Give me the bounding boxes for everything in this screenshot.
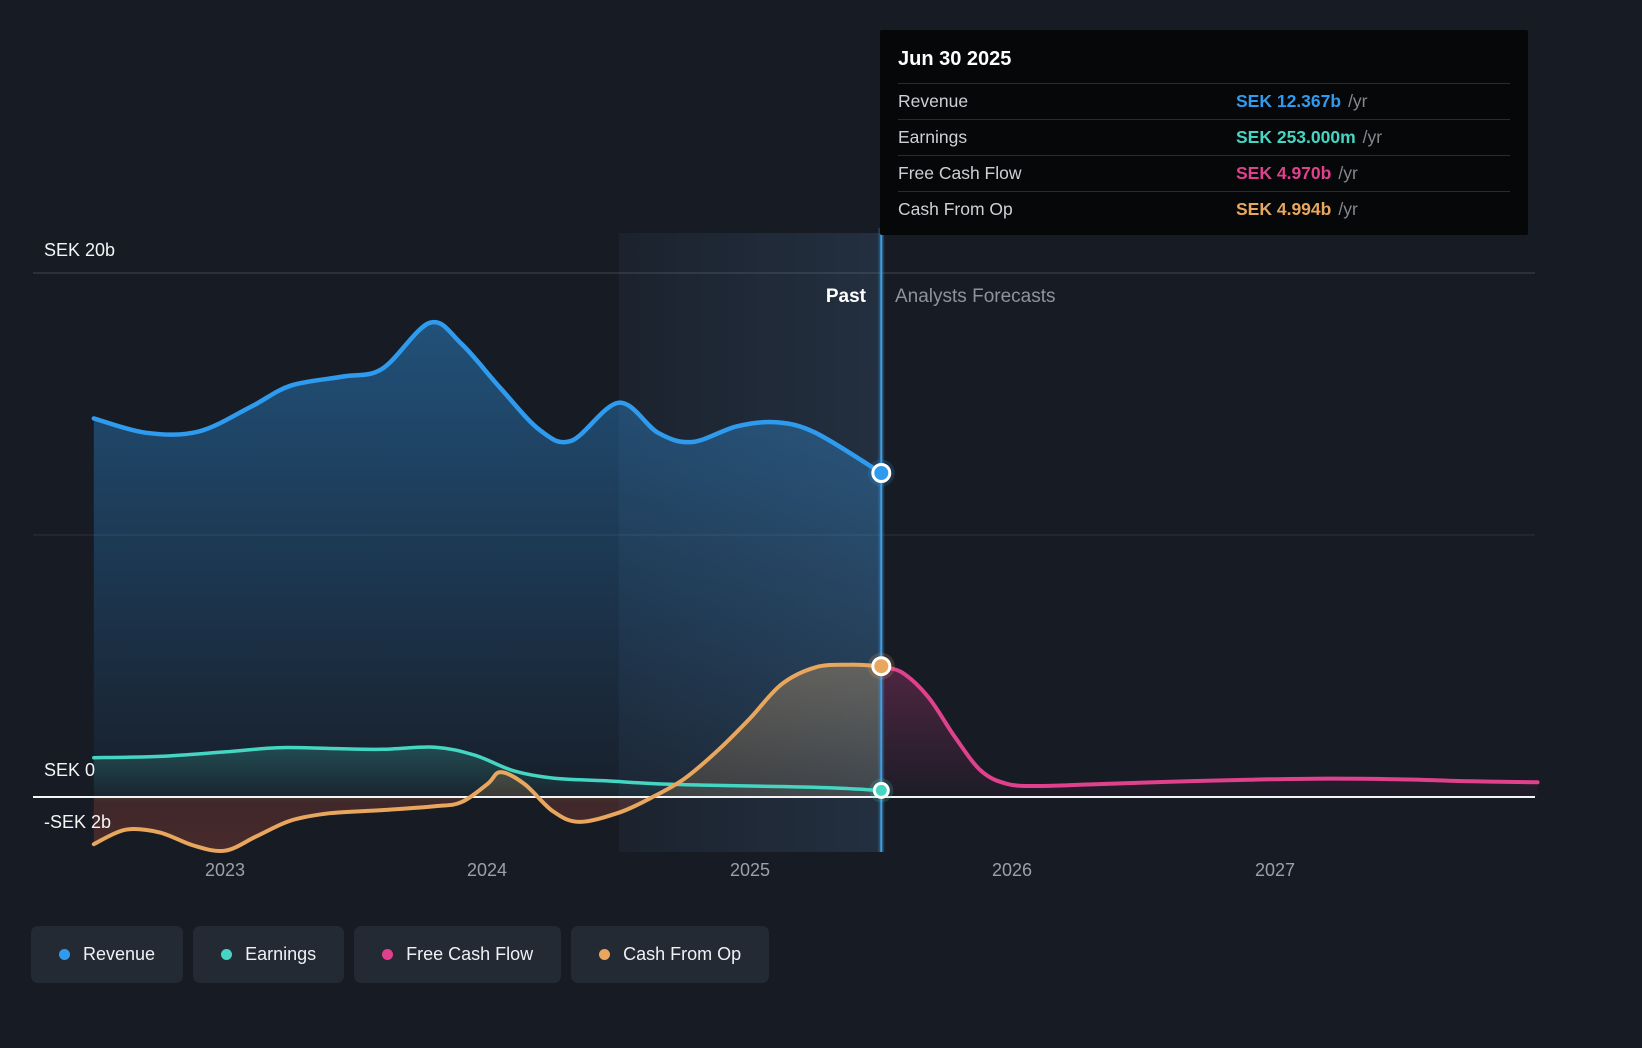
tooltip-suffix-earnings: /yr xyxy=(1362,127,1383,147)
x-tick-2023: 2023 xyxy=(204,860,246,880)
tooltip-row-earnings: Earnings SEK 253.000m /yr xyxy=(898,119,1510,155)
tooltip-label-cash-from-op: Cash From Op xyxy=(898,199,1013,219)
cash-from-op-area xyxy=(93,664,882,852)
hover-tooltip: Jun 30 2025 Revenue SEK 12.367b /yr Earn… xyxy=(880,30,1528,235)
tooltip-label-free-cash-flow: Free Cash Flow xyxy=(898,163,1022,183)
tooltip-value-cash-from-op: SEK 4.994b xyxy=(1236,199,1332,219)
tooltip-label-earnings: Earnings xyxy=(898,127,968,147)
legend-cash-from-op[interactable]: Cash From Op xyxy=(571,926,770,983)
tooltip-date: Jun 30 2025 xyxy=(898,48,1012,70)
earnings-dot-icon xyxy=(221,949,233,960)
tooltip-row-cash-from-op: Cash From Op SEK 4.994b /yr xyxy=(898,191,1510,227)
free-cash-flow-line[interactable] xyxy=(879,664,1540,789)
legend-revenue-label: Revenue xyxy=(83,944,156,964)
cash-from-op-marker[interactable] xyxy=(871,656,892,677)
tooltip-value-revenue: SEK 12.367b xyxy=(1236,91,1342,111)
legend-cash-from-op-label: Cash From Op xyxy=(623,944,742,964)
past-region-label: Past xyxy=(825,286,866,307)
x-tick-2027: 2027 xyxy=(1254,860,1296,880)
tooltip-row-revenue: Revenue SEK 12.367b /yr xyxy=(898,83,1510,119)
y-axis-label-20b: SEK 20b xyxy=(44,240,116,260)
tooltip-value-free-cash-flow: SEK 4.970b xyxy=(1236,163,1332,183)
tooltip-row-free-cash-flow: Free Cash Flow SEK 4.970b /yr xyxy=(898,155,1510,191)
tooltip-suffix-cash-from-op: /yr xyxy=(1338,199,1358,219)
x-tick-2024: 2024 xyxy=(466,860,508,880)
cash-from-op-line[interactable] xyxy=(91,662,884,854)
tooltip-suffix-free-cash-flow: /yr xyxy=(1338,163,1358,183)
legend-free-cash-flow-label: Free Cash Flow xyxy=(406,944,534,964)
tooltip-value-earnings: SEK 253.000m xyxy=(1236,127,1356,147)
free-cash-flow-dot-icon xyxy=(382,949,394,960)
legend-revenue[interactable]: Revenue xyxy=(31,926,184,983)
earnings-marker[interactable] xyxy=(872,781,890,799)
earnings-line[interactable] xyxy=(92,745,884,793)
y-axis-label-neg2b: -SEK 2b xyxy=(44,812,112,832)
revenue-line[interactable] xyxy=(91,319,884,476)
chart-legend: Revenue Earnings Free Cash Flow Cash Fro… xyxy=(31,926,770,983)
analysts-forecasts-label: Analysts Forecasts xyxy=(895,286,1056,307)
x-tick-2025: 2025 xyxy=(729,860,771,880)
x-tick-2026: 2026 xyxy=(991,860,1033,880)
legend-free-cash-flow[interactable]: Free Cash Flow xyxy=(354,926,562,983)
legend-earnings-label: Earnings xyxy=(245,944,317,964)
free-cash-flow-area xyxy=(881,666,1538,797)
y-axis-label-0: SEK 0 xyxy=(44,760,96,780)
revenue-dot-icon xyxy=(59,949,70,960)
highlight-band xyxy=(618,233,882,852)
earnings-area xyxy=(93,746,882,797)
tooltip-suffix-revenue: /yr xyxy=(1348,91,1368,111)
revenue-marker[interactable] xyxy=(871,463,892,483)
legend-earnings[interactable]: Earnings xyxy=(193,926,345,983)
tooltip-label-revenue: Revenue xyxy=(898,91,969,111)
cash-from-op-dot-icon xyxy=(599,949,611,960)
